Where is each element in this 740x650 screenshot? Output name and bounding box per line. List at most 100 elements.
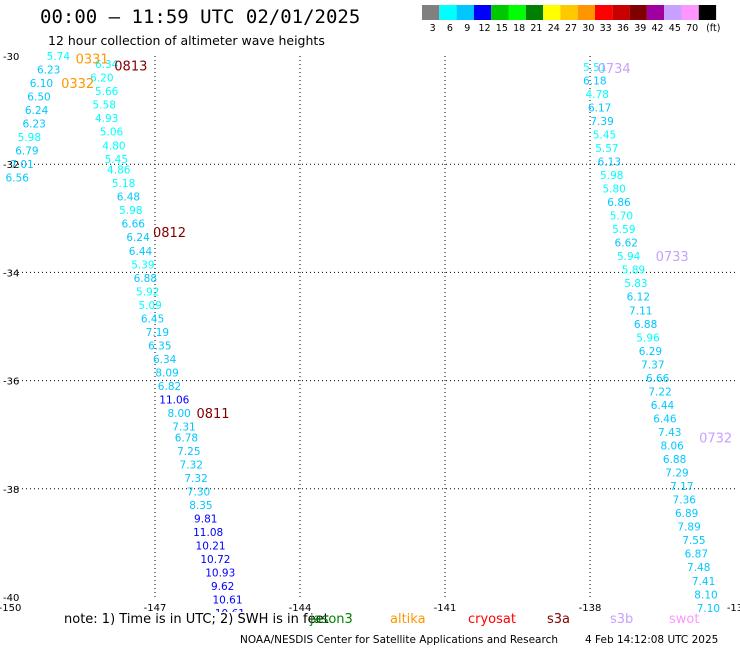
wave-height-point: 6.10 bbox=[30, 78, 53, 90]
y-tick-label: -30 bbox=[3, 52, 19, 63]
wave-height-point: 5.98 bbox=[18, 132, 41, 144]
wave-height-point: 6.29 bbox=[639, 346, 662, 358]
wave-height-point: 4.78 bbox=[586, 89, 609, 101]
wave-height-point: 5.45 bbox=[593, 129, 616, 141]
pass-label: 0813 bbox=[114, 60, 147, 75]
wave-height-point: 9.81 bbox=[194, 514, 217, 526]
wave-height-point: 7.39 bbox=[590, 116, 613, 128]
wave-height-point: 6.24 bbox=[126, 232, 150, 244]
legend-label: 18 bbox=[513, 23, 525, 34]
pass-label: 0732 bbox=[699, 431, 732, 446]
wave-height-point: 11.06 bbox=[159, 395, 189, 407]
pass-label: 0733 bbox=[656, 250, 689, 265]
wave-height-point: 6.20 bbox=[90, 73, 113, 85]
wave-height-point: 7.25 bbox=[177, 446, 200, 458]
legend-label: 6 bbox=[447, 23, 453, 34]
x-tick-label: -144 bbox=[289, 603, 312, 612]
wave-height-point: 7.22 bbox=[648, 386, 671, 398]
satellite-cryosat: cryosat bbox=[468, 612, 516, 627]
satellite-s3b: s3b bbox=[610, 612, 634, 627]
wave-height-point: 5.96 bbox=[636, 332, 660, 344]
legend-swatch bbox=[560, 5, 578, 20]
wave-height-point: 6.46 bbox=[653, 413, 677, 425]
wave-height-point: 7.11 bbox=[629, 305, 652, 317]
legend-swatch bbox=[543, 5, 561, 20]
wave-height-point: 5.70 bbox=[610, 211, 633, 223]
wave-height-point: 6.48 bbox=[117, 192, 140, 204]
wave-height-point: 11.08 bbox=[193, 527, 223, 539]
satellite-s3a: s3a bbox=[547, 612, 571, 627]
wave-height-point: 6.17 bbox=[588, 102, 611, 114]
pass-label: 0734 bbox=[598, 62, 631, 77]
wave-height-point: 5.45 bbox=[105, 154, 128, 166]
x-tick-label: -13 bbox=[727, 603, 740, 612]
wave-height-point: 7.30 bbox=[187, 487, 210, 499]
wave-height-point: 10.21 bbox=[196, 541, 226, 553]
legend-swatch bbox=[664, 5, 682, 20]
pass-label: 0332 bbox=[61, 77, 94, 92]
wave-height-point: 6.56 bbox=[6, 173, 30, 185]
wave-height-point: 7.41 bbox=[692, 576, 715, 588]
plot-area: -150 -147 -144 -141 -138 -13 -30 -32 -34 -36 -38 -4… bbox=[0, 51, 740, 612]
wave-height-point: 6.35 bbox=[148, 340, 171, 352]
wave-height-point: 7.19 bbox=[146, 327, 169, 339]
wave-height-point: 6.44 bbox=[129, 246, 153, 258]
wave-height-point: 8.09 bbox=[155, 367, 178, 379]
legend-swatch bbox=[491, 5, 509, 20]
wave-height-point: 7.55 bbox=[682, 535, 705, 547]
legend-label: 30 bbox=[582, 23, 594, 34]
wave-height-point: 7.01 bbox=[10, 159, 33, 171]
wave-height-point: 5.74 bbox=[47, 51, 71, 63]
y-tick-label: -34 bbox=[3, 268, 19, 279]
legend-label: 39 bbox=[634, 23, 646, 34]
wave-height-point: 7.32 bbox=[180, 459, 203, 471]
wave-height-point: 5.39 bbox=[131, 259, 154, 271]
wave-height-point: 10.61 bbox=[215, 608, 245, 612]
wave-height-point: 5.89 bbox=[622, 265, 645, 277]
y-tick-label: -36 bbox=[3, 377, 19, 388]
wave-height-point: 6.34 bbox=[95, 59, 119, 71]
credit-line: NOAA/NESDIS Center for Satellite Applica… bbox=[240, 634, 558, 646]
x-tick-label: -150 bbox=[0, 603, 21, 612]
wave-height-point: 7.10 bbox=[697, 603, 720, 612]
wave-height-point: 6.34 bbox=[153, 354, 177, 366]
wave-height-point: 6.78 bbox=[175, 432, 198, 444]
legend-swatch bbox=[508, 5, 526, 20]
legend-unit: (ft) bbox=[706, 23, 720, 34]
wave-height-point: 5.98 bbox=[600, 170, 623, 182]
pass-label: 0331 bbox=[76, 53, 109, 68]
wave-height-point: 5.59 bbox=[612, 224, 635, 236]
pass-label: 0811 bbox=[196, 407, 229, 422]
wave-height-point: 6.66 bbox=[646, 373, 670, 385]
wave-height-point: 8.06 bbox=[660, 441, 684, 453]
legend-label: 9 bbox=[464, 23, 470, 34]
wave-height-point: 6.12 bbox=[627, 292, 650, 304]
wave-height-point: 5.18 bbox=[112, 178, 135, 190]
legend-swatch bbox=[439, 5, 457, 20]
legend-swatch bbox=[473, 5, 492, 20]
legend-swatch bbox=[629, 5, 647, 20]
legend-swatch bbox=[525, 5, 544, 20]
wave-height-point: 7.36 bbox=[673, 495, 697, 507]
wave-height-point: 5.66 bbox=[95, 86, 119, 98]
y-tick-label: -32 bbox=[3, 160, 19, 171]
wave-height-point: 5.98 bbox=[119, 205, 142, 217]
legend-label: 21 bbox=[530, 23, 542, 34]
wave-height-point: 6.86 bbox=[607, 197, 631, 209]
satellite-swot: swot bbox=[669, 612, 700, 627]
pass-label: 0812 bbox=[153, 226, 186, 241]
wave-height-point: 6.24 bbox=[25, 105, 49, 117]
wave-height-point: 5.92 bbox=[136, 286, 159, 298]
wave-height-point: 7.29 bbox=[665, 468, 688, 480]
legend-swatch bbox=[456, 5, 474, 20]
legend-swatch bbox=[646, 5, 665, 20]
wave-height-point: 5.83 bbox=[624, 278, 647, 290]
wave-height-point: 7.32 bbox=[184, 473, 207, 485]
legend-label: 36 bbox=[617, 23, 629, 34]
wave-height-point: 5.51 bbox=[583, 62, 606, 74]
wave-height-point: 6.23 bbox=[22, 119, 45, 131]
x-tick-label: -141 bbox=[434, 603, 457, 612]
y-tick-label: -40 bbox=[3, 593, 19, 604]
legend-label: 12 bbox=[479, 23, 491, 34]
legend-label: 33 bbox=[600, 23, 612, 34]
